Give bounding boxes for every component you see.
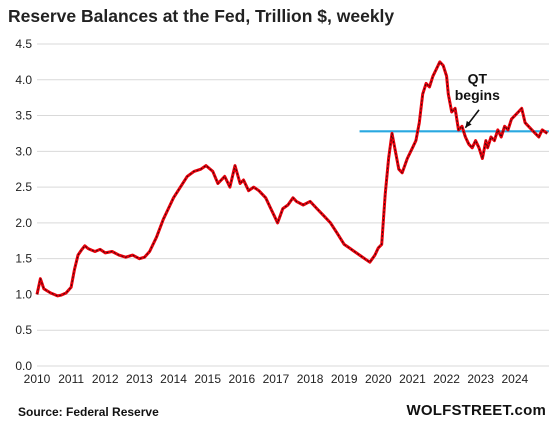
y-tick-label: 2.5 [15,180,32,194]
y-tick-label: 4.0 [15,73,32,87]
x-tick-label: 2022 [433,372,460,386]
x-tick-label: 2020 [365,372,392,386]
x-tick-label: 2014 [160,372,187,386]
y-tick-label: 0.0 [15,359,32,373]
series-group [35,60,549,298]
x-tick-label: 2010 [24,372,51,386]
series-line-overlay [36,61,548,297]
x-tick-label: 2024 [502,372,529,386]
annotation-text: begins [455,87,500,103]
annotation-arrowhead [465,120,472,128]
y-axis-ticks: 0.0 0.5 1.0 1.5 2.0 2.5 3.0 3.5 4.0 4.5 [15,37,32,373]
grid-lines [37,43,549,367]
y-tick-label: 1.5 [15,252,32,266]
chart-title: Reserve Balances at the Fed, Trillion $,… [8,6,395,26]
x-tick-label: 2021 [399,372,426,386]
y-tick-label: 3.5 [15,109,32,123]
x-tick-label: 2013 [126,372,153,386]
x-axis-ticks: 2010 2011 2012 2013 2014 2015 2016 2017 2018 2019… [24,372,529,386]
x-tick-label: 2011 [58,372,84,386]
y-tick-label: 1.0 [15,287,32,301]
x-tick-label: 2018 [297,372,324,386]
y-tick-label: 3.0 [15,144,32,158]
source-note: Source: Federal Reserve [18,405,159,419]
x-tick-label: 2015 [194,372,221,386]
x-tick-label: 2012 [92,372,119,386]
y-tick-label: 0.5 [15,323,32,337]
x-tick-label: 2019 [331,372,358,386]
brand-logo-text: WOLFSTREET.com [406,402,546,419]
y-tick-label: 4.5 [15,37,32,51]
x-tick-label: 2017 [263,372,290,386]
x-tick-label: 2023 [467,372,494,386]
annotation-text: QT [468,70,488,86]
y-tick-label: 2.0 [15,216,32,230]
x-tick-label: 2016 [228,372,255,386]
